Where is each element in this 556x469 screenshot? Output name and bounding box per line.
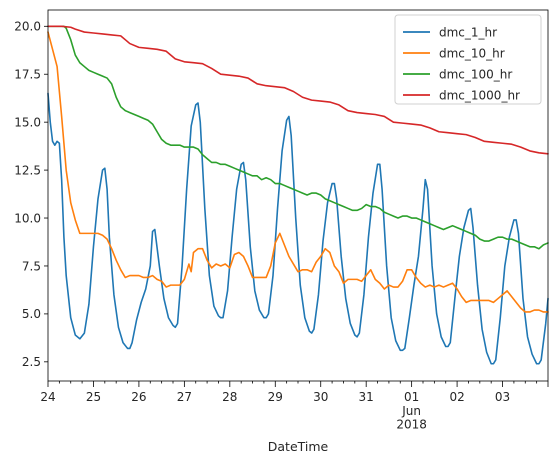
y-tick-label: 15.0 [14, 115, 41, 129]
x-tick-label: 24 [40, 390, 55, 404]
x-tick-sublabel: Jun [401, 404, 421, 418]
y-tick-label: 12.5 [14, 163, 41, 177]
series-layer [47, 25, 549, 365]
legend-label-dmc_1000_hr: dmc_1000_hr [439, 89, 520, 103]
x-tick-label: 26 [131, 390, 146, 404]
series-line-dmc_10_hr [47, 31, 549, 313]
y-tick-label: 20.0 [14, 20, 41, 34]
x-tick-label: 25 [86, 390, 101, 404]
x-tick-label: 27 [177, 390, 192, 404]
legend-label-dmc_10_hr: dmc_10_hr [439, 47, 505, 61]
x-tick-label: 03 [495, 390, 510, 404]
y-tick-label: 7.5 [22, 259, 41, 273]
legend-label-dmc_1_hr: dmc_1_hr [439, 26, 497, 40]
x-tick-label: 01 [404, 390, 419, 404]
y-tick-label: 17.5 [14, 68, 41, 82]
y-tick-label: 2.5 [22, 355, 41, 369]
y-tick-label: 5.0 [22, 307, 41, 321]
x-tick-label: 29 [268, 390, 283, 404]
series-line-dmc_1_hr [47, 92, 549, 365]
x-tick-sublabel: 2018 [396, 418, 427, 432]
x-tick-label: 28 [222, 390, 237, 404]
x-tick-label: 02 [449, 390, 464, 404]
y-axis: 2.5 5.0 7.5 10.0 12.5 15.0 17.5 20.0 [14, 20, 48, 369]
legend-box [394, 14, 542, 105]
x-tick-label: 31 [359, 390, 374, 404]
legend: dmc_1_hr dmc_10_hr dmc_100_hr dmc_1000_hr [394, 14, 542, 105]
series-line-dmc_100_hr [47, 25, 549, 250]
y-tick-label: 10.0 [14, 211, 41, 225]
x-axis-label: DateTime [268, 439, 329, 454]
x-tick-label: 30 [313, 390, 328, 404]
legend-label-dmc_100_hr: dmc_100_hr [439, 68, 512, 82]
series-line-dmc_1000_hr [47, 25, 549, 155]
